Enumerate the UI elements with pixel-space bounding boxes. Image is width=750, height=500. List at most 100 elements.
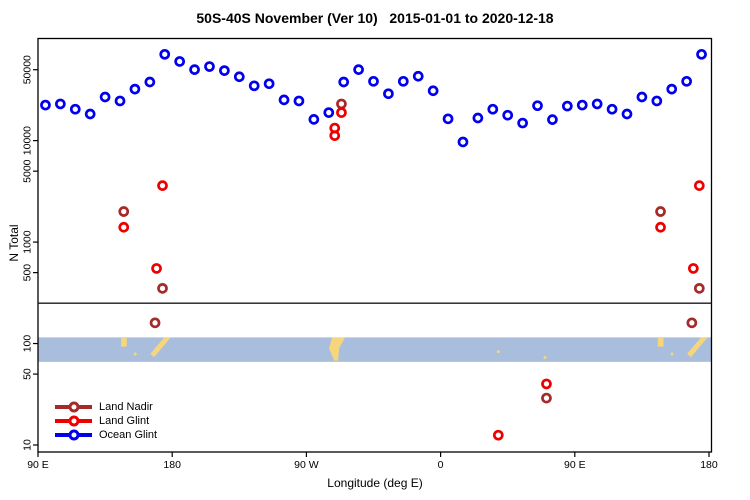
ocean-glint-point	[263, 78, 275, 90]
legend-label-ocean-glint: Ocean Glint	[99, 429, 158, 441]
ocean-glint-point	[129, 83, 141, 95]
land-glint-marker-icon	[55, 415, 92, 427]
x-tick-label: 0	[438, 459, 444, 471]
ocean-glint-point	[55, 98, 66, 110]
ocean-glint-point	[502, 109, 514, 121]
land-patch-tasmania	[121, 337, 127, 347]
y-tick-label: 5000	[22, 159, 34, 183]
ocean-glint-point	[293, 95, 305, 107]
y-tick-label: 50	[22, 368, 34, 380]
ocean-glint-point	[353, 64, 364, 75]
ocean-glint-point	[69, 103, 81, 115]
ocean-glint-point	[621, 108, 633, 120]
land-nadir-point	[541, 392, 552, 404]
ocean-band	[38, 337, 712, 362]
legend: Land Nadir Land Glint Ocean Glint	[55, 400, 157, 442]
legend-item-land-nadir: Land Nadir	[55, 400, 157, 414]
chart-title: 50S-40S November (Ver 10) 2015-01-01 to …	[196, 10, 554, 26]
ocean-glint-point	[189, 64, 200, 75]
legend-label-land-nadir: Land Nadir	[99, 401, 153, 413]
y-tick-label: 10000	[22, 126, 34, 155]
ocean-glint-marker-icon	[55, 429, 92, 441]
land-glint-point	[336, 107, 347, 118]
ocean-glint-point	[457, 136, 469, 148]
land-glint-point	[693, 180, 705, 191]
ocean-glint-point	[576, 99, 588, 111]
y-tick-label: 500	[22, 264, 34, 282]
ocean-glint-point	[532, 100, 543, 112]
ocean-glint-point	[99, 91, 111, 103]
ocean-glint-point	[144, 76, 156, 88]
land-glint-point	[655, 221, 666, 233]
x-tick-label: 90 E	[564, 459, 586, 471]
ocean-glint-point	[323, 107, 335, 118]
land-glint-point	[492, 429, 504, 441]
land-patch-tasmania-repeat	[657, 337, 664, 347]
ocean-glint-point	[84, 108, 96, 120]
ocean-glint-point	[547, 114, 558, 125]
land-glint-point	[687, 263, 699, 274]
ocean-glint-point	[278, 94, 290, 106]
y-tick-label: 100	[22, 335, 34, 353]
ocean-glint-point	[561, 100, 573, 112]
land-patch-new-zealand-repeat	[687, 337, 708, 358]
ocean-glint-point	[383, 88, 394, 100]
ocean-glint-point	[651, 95, 663, 107]
y-tick-label: 1000	[22, 230, 34, 254]
ocean-glint-point	[442, 113, 454, 125]
land-nadir-point	[693, 282, 705, 294]
x-axis-title: Longitude (deg E)	[327, 476, 423, 490]
ocean-glint-point	[696, 48, 707, 60]
ocean-glint-point	[517, 117, 528, 129]
x-tick-label: 90 E	[27, 459, 49, 471]
y-tick-label: 50000	[22, 55, 34, 84]
land-glint-point	[151, 263, 162, 274]
land-patch-marion-island	[496, 350, 500, 354]
land-glint-point	[329, 130, 341, 141]
ocean-glint-point	[681, 75, 692, 87]
land-glint-point	[118, 221, 130, 233]
land-patch-kerguelen	[543, 355, 547, 359]
ocean-glint-point	[233, 71, 245, 83]
x-tick-label: 180	[700, 459, 718, 471]
land-glint-point	[541, 378, 552, 390]
land-nadir-point	[157, 282, 168, 294]
legend-item-land-glint: Land Glint	[55, 414, 157, 428]
ocean-glint-point	[159, 48, 171, 60]
ocean-glint-point	[427, 85, 439, 97]
land-nadir-point	[118, 206, 130, 217]
legend-label-land-glint: Land Glint	[99, 415, 150, 427]
ocean-glint-point	[636, 91, 648, 103]
plot-border	[37, 37, 713, 453]
ocean-glint-point	[114, 95, 126, 107]
ocean-glint-point	[606, 103, 618, 115]
land-patch-new-zealand	[150, 337, 171, 358]
ocean-glint-point	[472, 112, 484, 124]
ocean-glint-point	[412, 70, 424, 82]
land-glint-point	[157, 180, 168, 191]
ocean-glint-point	[204, 61, 215, 72]
land-patch-nz-islet-repeat	[670, 352, 674, 356]
ocean-glint-point	[308, 114, 320, 125]
legend-item-ocean-glint: Ocean Glint	[55, 428, 157, 442]
ocean-glint-point	[487, 103, 499, 115]
ocean-glint-point	[219, 65, 230, 76]
ocean-glint-point	[591, 98, 603, 110]
ocean-glint-point	[397, 75, 409, 87]
ocean-glint-point	[174, 56, 186, 67]
land-nadir-point	[336, 98, 347, 110]
ocean-glint-point	[248, 80, 260, 92]
land-nadir-point	[655, 206, 666, 217]
ocean-glint-point	[666, 83, 678, 95]
land-nadir-marker-icon	[55, 401, 92, 413]
land-patches	[121, 337, 708, 361]
land-patch-nz-islet	[133, 352, 137, 356]
land-nadir-point	[149, 317, 161, 329]
ocean-glint-point	[338, 76, 350, 88]
x-tick-label: 180	[163, 459, 181, 471]
ocean-glint-point	[368, 75, 379, 87]
y-tick-label: 10	[22, 439, 34, 451]
ocean-glint-point	[40, 99, 51, 111]
